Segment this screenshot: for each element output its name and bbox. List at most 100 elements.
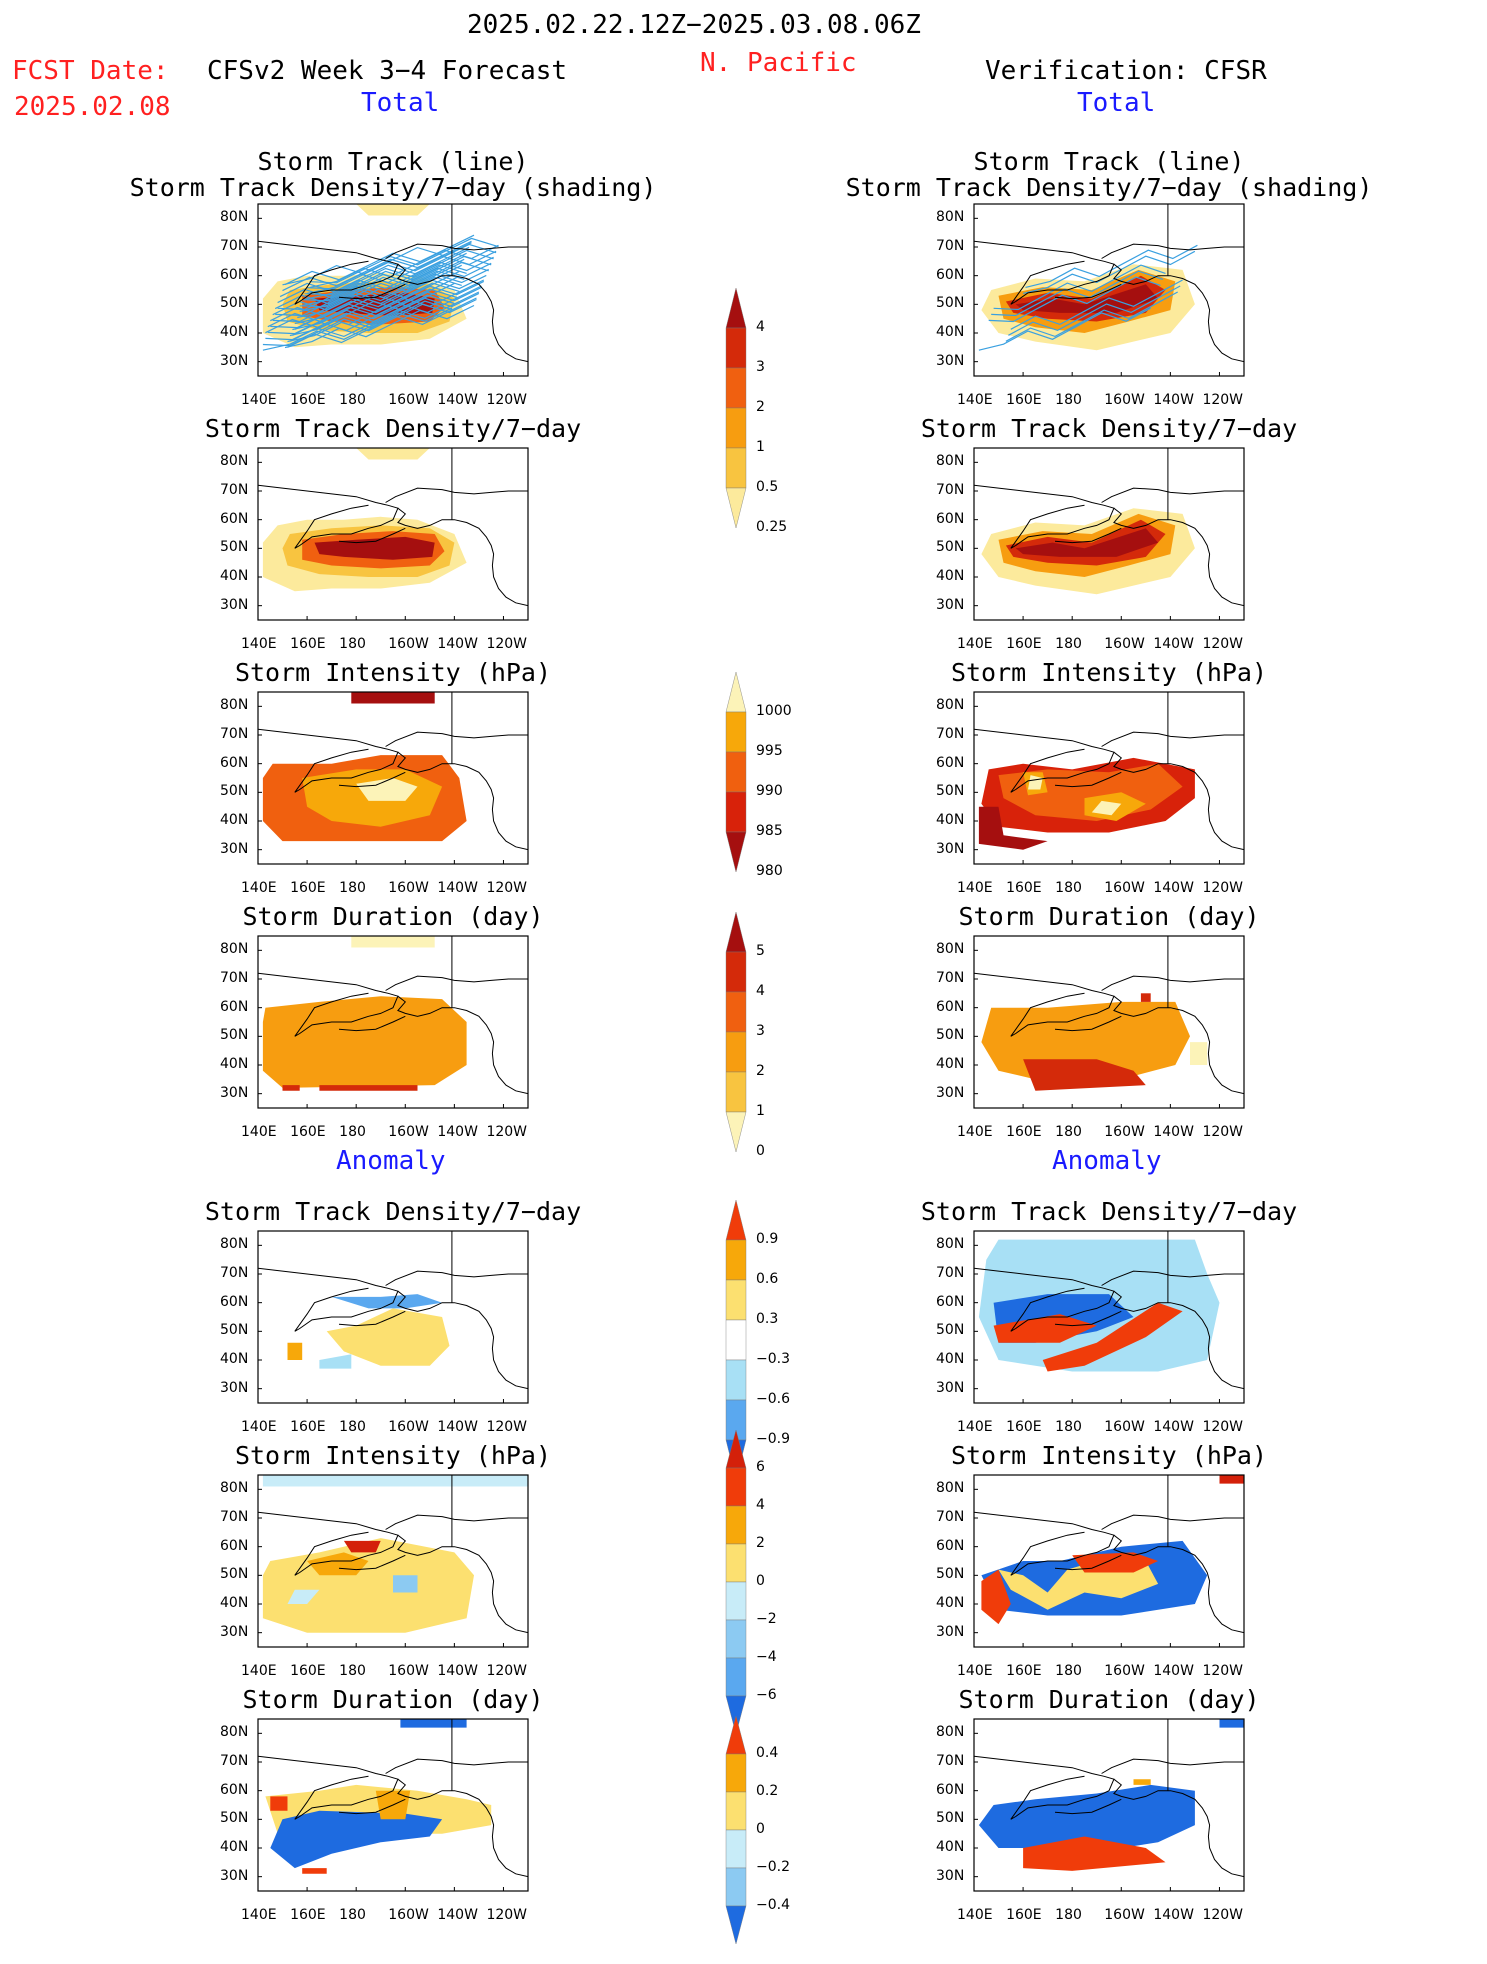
left-map-6: 80N 70N 60N 50N 40N 30N 140E 160E 180 160W 140W 120…: [208, 1474, 591, 1680]
colorbar-segment: [725, 1111, 747, 1153]
colorbar-segment: [725, 751, 747, 793]
left-map-1: 80N 70N 60N 50N 40N 30N 140E 160E 180 160W 140W 120…: [208, 203, 591, 409]
colorbar-label: 1: [756, 1103, 765, 1119]
storm-track-line: [262, 300, 453, 347]
coastline: [397, 1778, 528, 1878]
coastline: [974, 972, 1115, 1037]
lon-tick-label: 120W: [1202, 880, 1244, 896]
right-panel-3-title: Storm Intensity (hPa): [950, 658, 1268, 687]
coastline: [1054, 1015, 1122, 1032]
coastline: [397, 995, 528, 1095]
lon-tick-label: 160W: [1104, 880, 1145, 896]
coastline: [1113, 507, 1244, 607]
lat-tick-label: 40N: [220, 568, 249, 584]
lat-tick-label: 30N: [220, 352, 249, 369]
colorbar-segment: [725, 791, 747, 833]
colorbar-segment: [725, 831, 747, 873]
colorbar-segment: [725, 1867, 747, 1907]
coastline: [397, 507, 528, 607]
colorbar-label: −2: [756, 1611, 777, 1627]
left-panel-3-title: Storm Intensity (hPa): [234, 658, 552, 687]
lat-tick-label: 60N: [220, 510, 249, 527]
lon-tick-label: 140W: [1153, 880, 1194, 896]
map-frame: [973, 447, 1245, 621]
colorbar-label: −0.3: [756, 1351, 790, 1367]
left-panel-4-title: Storm Duration (day): [242, 902, 544, 931]
lat-tick-label: 80N: [936, 1724, 965, 1741]
storm-track-line: [978, 307, 1151, 351]
lon-tick-label: 140E: [957, 1419, 993, 1435]
shaded-region: [314, 536, 435, 560]
lon-tick-label: 120W: [1202, 1907, 1244, 1923]
lat-tick-label: 30N: [936, 1623, 965, 1640]
shaded-region: [287, 1342, 303, 1360]
left-panel-5-title: Storm Track Density/7−day: [204, 1197, 582, 1226]
lon-tick-label: 160E: [290, 1124, 326, 1140]
right-panel-4-title: Storm Duration (day): [958, 902, 1260, 931]
lon-tick-label: 160W: [1104, 1663, 1145, 1679]
lat-tick-label: 50N: [936, 1810, 965, 1827]
lon-tick-label: 160W: [1104, 1419, 1145, 1435]
coastline: [1054, 1310, 1122, 1327]
shaded-region: [356, 778, 418, 801]
colorbar-segment: [725, 1319, 747, 1361]
lat-tick-label: 50N: [936, 1566, 965, 1583]
lat-tick-label: 40N: [936, 324, 965, 340]
coastline: [1113, 1290, 1244, 1390]
lon-tick-label: 140E: [241, 392, 277, 408]
coastline: [258, 1267, 399, 1332]
right-map-3: 80N 70N 60N 50N 40N 30N 140E 160E 180 160W 140W 120…: [924, 691, 1307, 897]
lon-tick-label: 140E: [957, 1663, 993, 1679]
lat-tick-label: 50N: [936, 783, 965, 800]
lon-tick-label: 120W: [486, 1663, 528, 1679]
lon-tick-label: 140E: [241, 880, 277, 896]
lat-tick-label: 70N: [936, 1265, 965, 1281]
storm-track-line: [304, 249, 494, 296]
shaded-region: [270, 1810, 443, 1869]
lat-tick-label: 80N: [220, 209, 249, 226]
lat-tick-label: 70N: [936, 726, 965, 742]
shaded-region: [319, 1354, 352, 1369]
lat-tick-label: 60N: [220, 1293, 249, 1310]
colorbar-segment: [725, 1753, 747, 1793]
lat-tick-label: 80N: [220, 697, 249, 714]
lat-tick-label: 80N: [220, 941, 249, 958]
lon-tick-label: 140E: [957, 1907, 993, 1923]
lat-tick-label: 80N: [936, 453, 965, 470]
lon-tick-label: 140W: [1153, 1907, 1194, 1923]
lon-tick-label: 180: [339, 392, 366, 408]
lon-tick-label: 180: [339, 1663, 366, 1679]
lat-tick-label: 30N: [936, 840, 965, 857]
colorbar-label: 0.2: [756, 1783, 779, 1799]
lon-tick-label: 160E: [290, 1663, 326, 1679]
shaded-region: [319, 1085, 418, 1091]
lat-tick-label: 30N: [936, 596, 965, 613]
lon-tick-label: 120W: [1202, 1419, 1244, 1435]
colorbar-label: 3: [756, 359, 765, 375]
lat-tick-label: 40N: [220, 1839, 249, 1855]
colorbar-label: 0.5: [756, 479, 779, 495]
coastline: [258, 1511, 399, 1576]
colorbar-segment: [725, 1905, 747, 1945]
lon-tick-label: 140E: [957, 1124, 993, 1140]
coastline: [338, 527, 406, 544]
colorbar-segment: [725, 1657, 747, 1697]
colorbar-segment: [725, 1543, 747, 1583]
coastline: [385, 487, 528, 503]
lat-tick-label: 80N: [936, 1236, 965, 1253]
shaded-region: [1015, 528, 1159, 557]
shaded-region: [1042, 1302, 1183, 1372]
lon-tick-label: 160W: [1104, 1907, 1145, 1923]
lon-tick-label: 160E: [1006, 636, 1042, 652]
colorbar-segment: [725, 407, 747, 449]
lon-tick-label: 180: [1055, 1124, 1082, 1140]
lat-tick-label: 60N: [936, 266, 965, 283]
colorbar-label: 995: [756, 743, 783, 759]
colorbar-segment: [725, 1071, 747, 1113]
lon-tick-label: 160W: [388, 1907, 429, 1923]
lon-tick-label: 160E: [1006, 880, 1042, 896]
coastline: [385, 731, 528, 747]
colorbar-segment: [725, 991, 747, 1033]
lat-tick-label: 40N: [220, 812, 249, 828]
coastline: [1101, 731, 1244, 747]
